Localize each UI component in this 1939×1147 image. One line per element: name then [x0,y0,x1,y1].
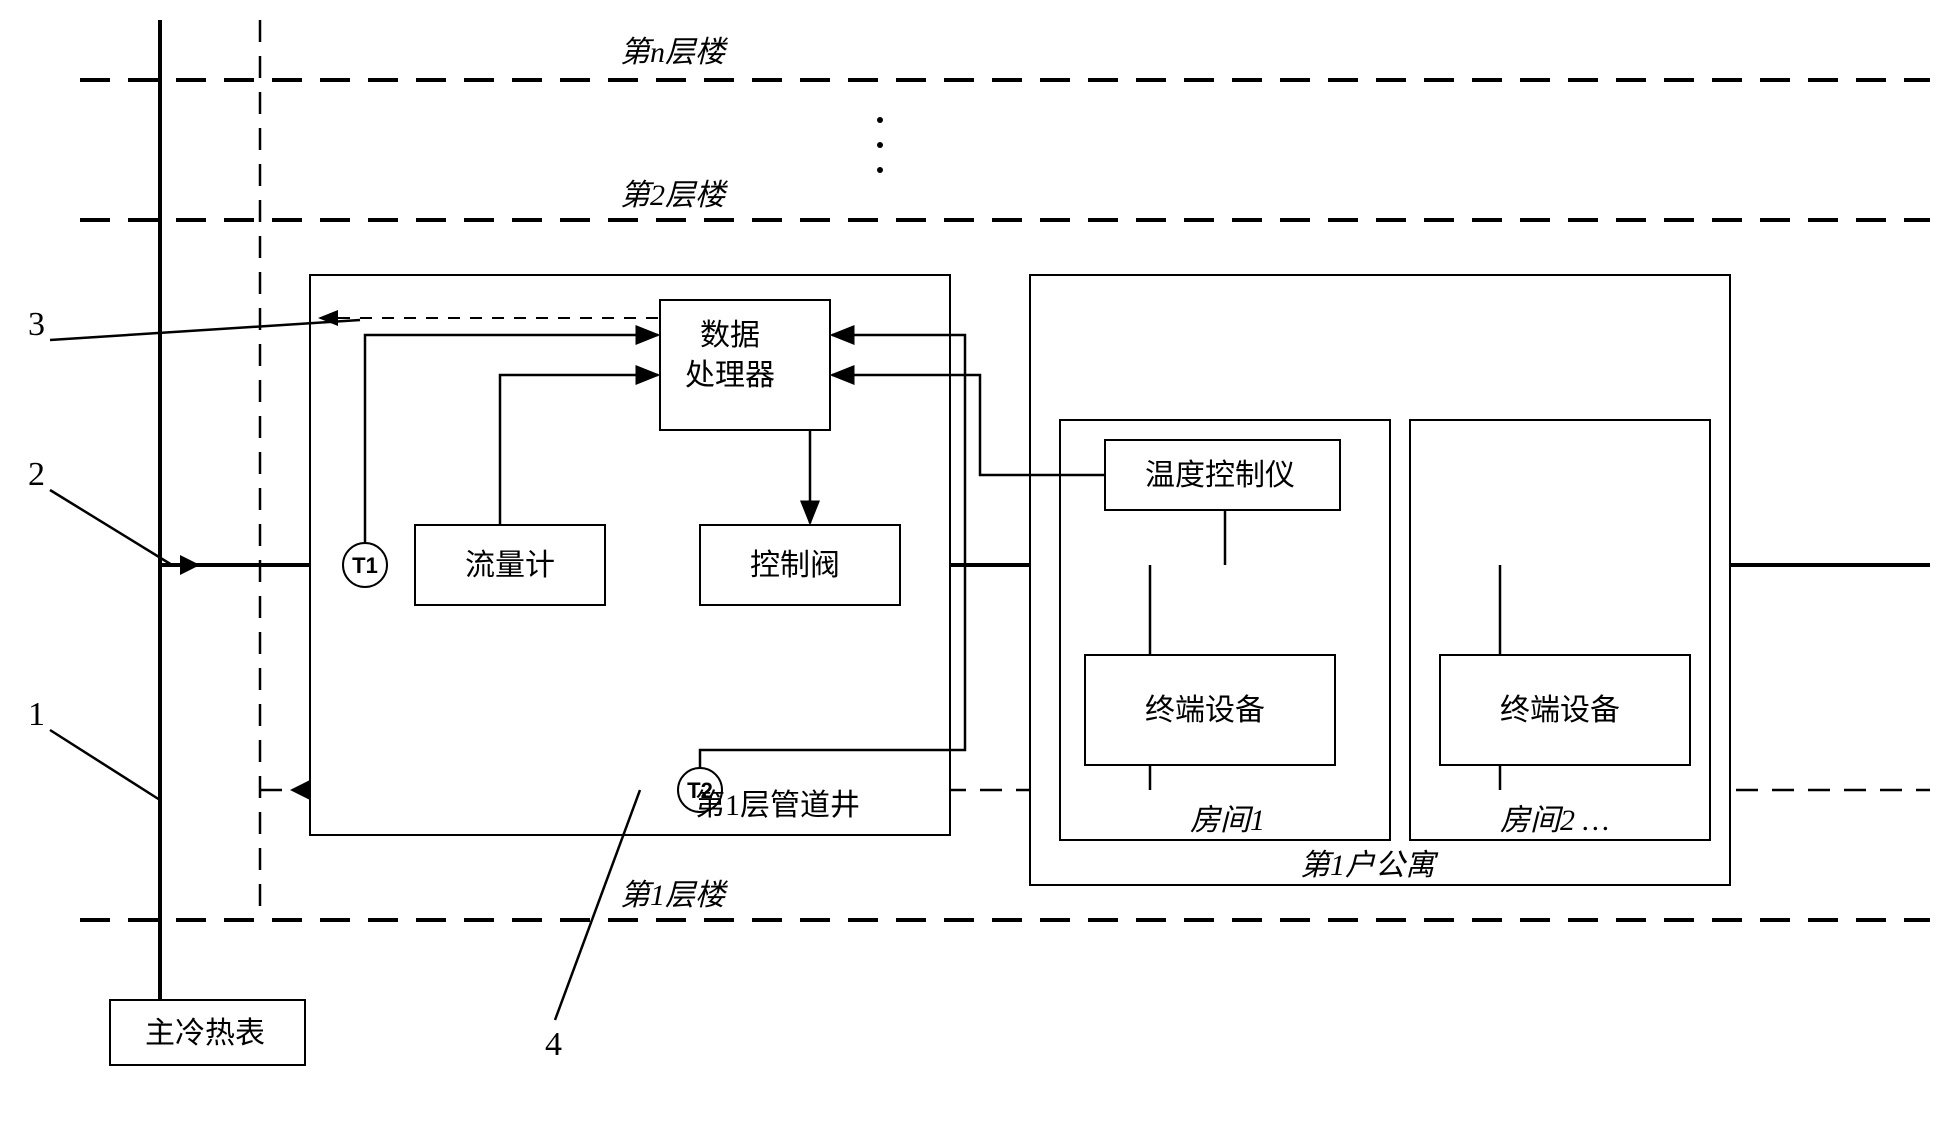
t2-label: T2 [687,778,713,803]
dp-label-1: 数据 [700,319,760,352]
flow-label: 流量计 [465,549,555,582]
lead-1 [50,730,160,800]
floor-1-label: 第1层楼 [620,879,729,912]
terminal-2-label: 终端设备 [1500,694,1620,727]
floor-2-label: 第2层楼 [620,179,729,212]
lead-2 [50,490,172,565]
t1-label: T1 [352,553,378,578]
terminal-1-label: 终端设备 [1145,694,1265,727]
tempctrl-label: 温度控制仪 [1145,459,1295,492]
idx-1: 1 [28,696,45,733]
idx-2: 2 [28,456,45,493]
idx-3: 3 [28,306,45,343]
valve-label: 控制阀 [750,549,840,582]
apartment-label: 第1户公寓 [1300,849,1439,882]
floor-n-label: 第n层楼 [620,36,729,69]
room-2-label: 房间2 … [1500,804,1609,837]
idx-4: 4 [545,1026,562,1063]
main-meter-label: 主冷热表 [145,1017,265,1050]
shaft-label: 第1层管道井 [695,789,860,822]
room-2-box [1410,420,1710,840]
diagram-svg: 第n层楼 第2层楼 第1层楼 第1层管道井 第1户公寓 房间1 房间2 … 数据… [0,0,1939,1147]
dp-label-2: 处理器 [685,359,775,392]
room-1-label: 房间1 [1190,804,1265,837]
